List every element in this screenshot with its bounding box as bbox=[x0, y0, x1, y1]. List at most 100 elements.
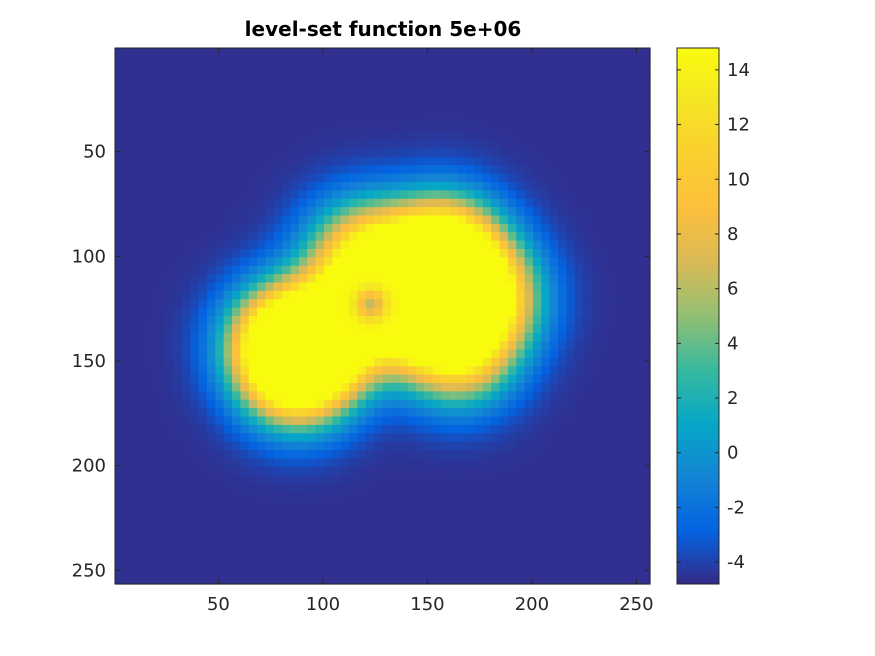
heatmap-cell bbox=[156, 416, 166, 426]
heatmap-cell bbox=[466, 115, 476, 124]
heatmap-cell bbox=[633, 391, 643, 401]
heatmap-cell bbox=[374, 399, 384, 409]
heatmap-cell bbox=[424, 316, 434, 325]
heatmap-cell bbox=[357, 341, 367, 351]
heatmap-cell bbox=[223, 274, 233, 284]
heatmap-cell bbox=[457, 98, 467, 108]
heatmap-cell bbox=[457, 106, 467, 116]
heatmap-cell bbox=[215, 508, 225, 518]
heatmap-cell bbox=[566, 558, 576, 568]
heatmap-cell bbox=[641, 466, 651, 476]
heatmap-cell bbox=[491, 56, 501, 66]
heatmap-cell bbox=[507, 232, 517, 242]
heatmap-cell bbox=[541, 240, 551, 250]
heatmap-cell bbox=[441, 500, 450, 510]
heatmap-cell bbox=[382, 558, 392, 568]
heatmap-cell bbox=[248, 173, 258, 183]
heatmap-cell bbox=[140, 131, 150, 141]
heatmap-cell bbox=[340, 307, 350, 317]
heatmap-cell bbox=[315, 56, 325, 66]
heatmap-cell bbox=[390, 290, 400, 300]
heatmap-cell bbox=[323, 575, 333, 585]
heatmap-cell bbox=[491, 558, 501, 568]
heatmap-cell bbox=[115, 416, 124, 426]
heatmap-cell bbox=[165, 567, 175, 577]
heatmap-cell bbox=[541, 190, 551, 200]
heatmap-cell bbox=[599, 450, 609, 459]
heatmap-cell bbox=[474, 458, 484, 468]
heatmap-cell bbox=[457, 274, 467, 284]
heatmap-cell bbox=[491, 73, 501, 83]
heatmap-cell bbox=[532, 466, 542, 476]
heatmap-cell bbox=[474, 349, 484, 359]
heatmap-cell bbox=[566, 399, 576, 409]
heatmap-cell bbox=[566, 324, 576, 334]
heatmap-cell bbox=[215, 56, 225, 66]
heatmap-cell bbox=[466, 131, 476, 141]
heatmap-cell bbox=[432, 416, 442, 426]
heatmap-cell bbox=[290, 56, 300, 66]
heatmap-cell bbox=[282, 383, 292, 392]
heatmap-cell bbox=[173, 64, 183, 74]
heatmap-cell bbox=[148, 148, 158, 158]
heatmap-cell bbox=[282, 198, 292, 208]
heatmap-cell bbox=[265, 542, 275, 552]
heatmap-cell bbox=[399, 106, 409, 116]
heatmap-cell bbox=[641, 567, 651, 577]
heatmap-cell bbox=[273, 173, 283, 183]
heatmap-cell bbox=[349, 223, 359, 233]
heatmap-cell bbox=[349, 115, 359, 124]
heatmap-cell bbox=[541, 165, 551, 175]
heatmap-cell bbox=[390, 458, 400, 468]
heatmap-cell bbox=[290, 391, 300, 401]
heatmap-cell bbox=[432, 190, 442, 200]
heatmap-cell bbox=[415, 223, 425, 233]
heatmap-cell bbox=[357, 458, 367, 468]
heatmap-cell bbox=[282, 148, 292, 158]
heatmap-cell bbox=[115, 274, 124, 284]
heatmap-cell bbox=[282, 550, 292, 560]
heatmap-cell bbox=[232, 408, 241, 418]
heatmap-cell bbox=[449, 106, 459, 116]
heatmap-cell bbox=[624, 207, 634, 217]
heatmap-cell bbox=[566, 433, 576, 443]
heatmap-cell bbox=[474, 391, 484, 401]
heatmap-cell bbox=[499, 341, 509, 351]
heatmap-cell bbox=[641, 483, 651, 493]
heatmap-cell bbox=[307, 458, 317, 468]
heatmap-cell bbox=[424, 173, 434, 183]
heatmap-cell bbox=[633, 198, 643, 208]
heatmap-cell bbox=[524, 106, 534, 116]
heatmap-cell bbox=[424, 374, 434, 384]
heatmap-cell bbox=[633, 316, 643, 325]
heatmap-cell bbox=[198, 307, 208, 317]
heatmap-cell bbox=[641, 207, 651, 217]
heatmap-cell bbox=[466, 441, 476, 451]
heatmap-cell bbox=[298, 500, 308, 510]
heatmap-cell bbox=[332, 491, 342, 501]
heatmap-cell bbox=[466, 274, 476, 284]
heatmap-cell bbox=[374, 48, 384, 57]
heatmap-cell bbox=[123, 182, 133, 191]
heatmap-cell bbox=[323, 274, 333, 284]
heatmap-cell bbox=[140, 190, 150, 200]
heatmap-cell bbox=[491, 156, 501, 166]
heatmap-cell bbox=[140, 48, 150, 57]
heatmap-cell bbox=[232, 140, 241, 150]
heatmap-cell bbox=[457, 466, 467, 476]
heatmap-cell bbox=[507, 475, 517, 485]
heatmap-cell bbox=[173, 483, 183, 493]
heatmap-cell bbox=[257, 81, 267, 91]
heatmap-cell bbox=[282, 257, 292, 267]
heatmap-cell bbox=[190, 441, 200, 451]
heatmap-cell bbox=[282, 89, 292, 99]
heatmap-cell bbox=[524, 466, 534, 476]
heatmap-cell bbox=[415, 56, 425, 66]
heatmap-cell bbox=[633, 131, 643, 141]
heatmap-cell bbox=[190, 533, 200, 543]
heatmap-cell bbox=[549, 148, 559, 158]
heatmap-cell bbox=[566, 98, 576, 108]
heatmap-cell bbox=[332, 257, 342, 267]
heatmap-cell bbox=[365, 525, 375, 535]
heatmap-cell bbox=[566, 567, 576, 577]
